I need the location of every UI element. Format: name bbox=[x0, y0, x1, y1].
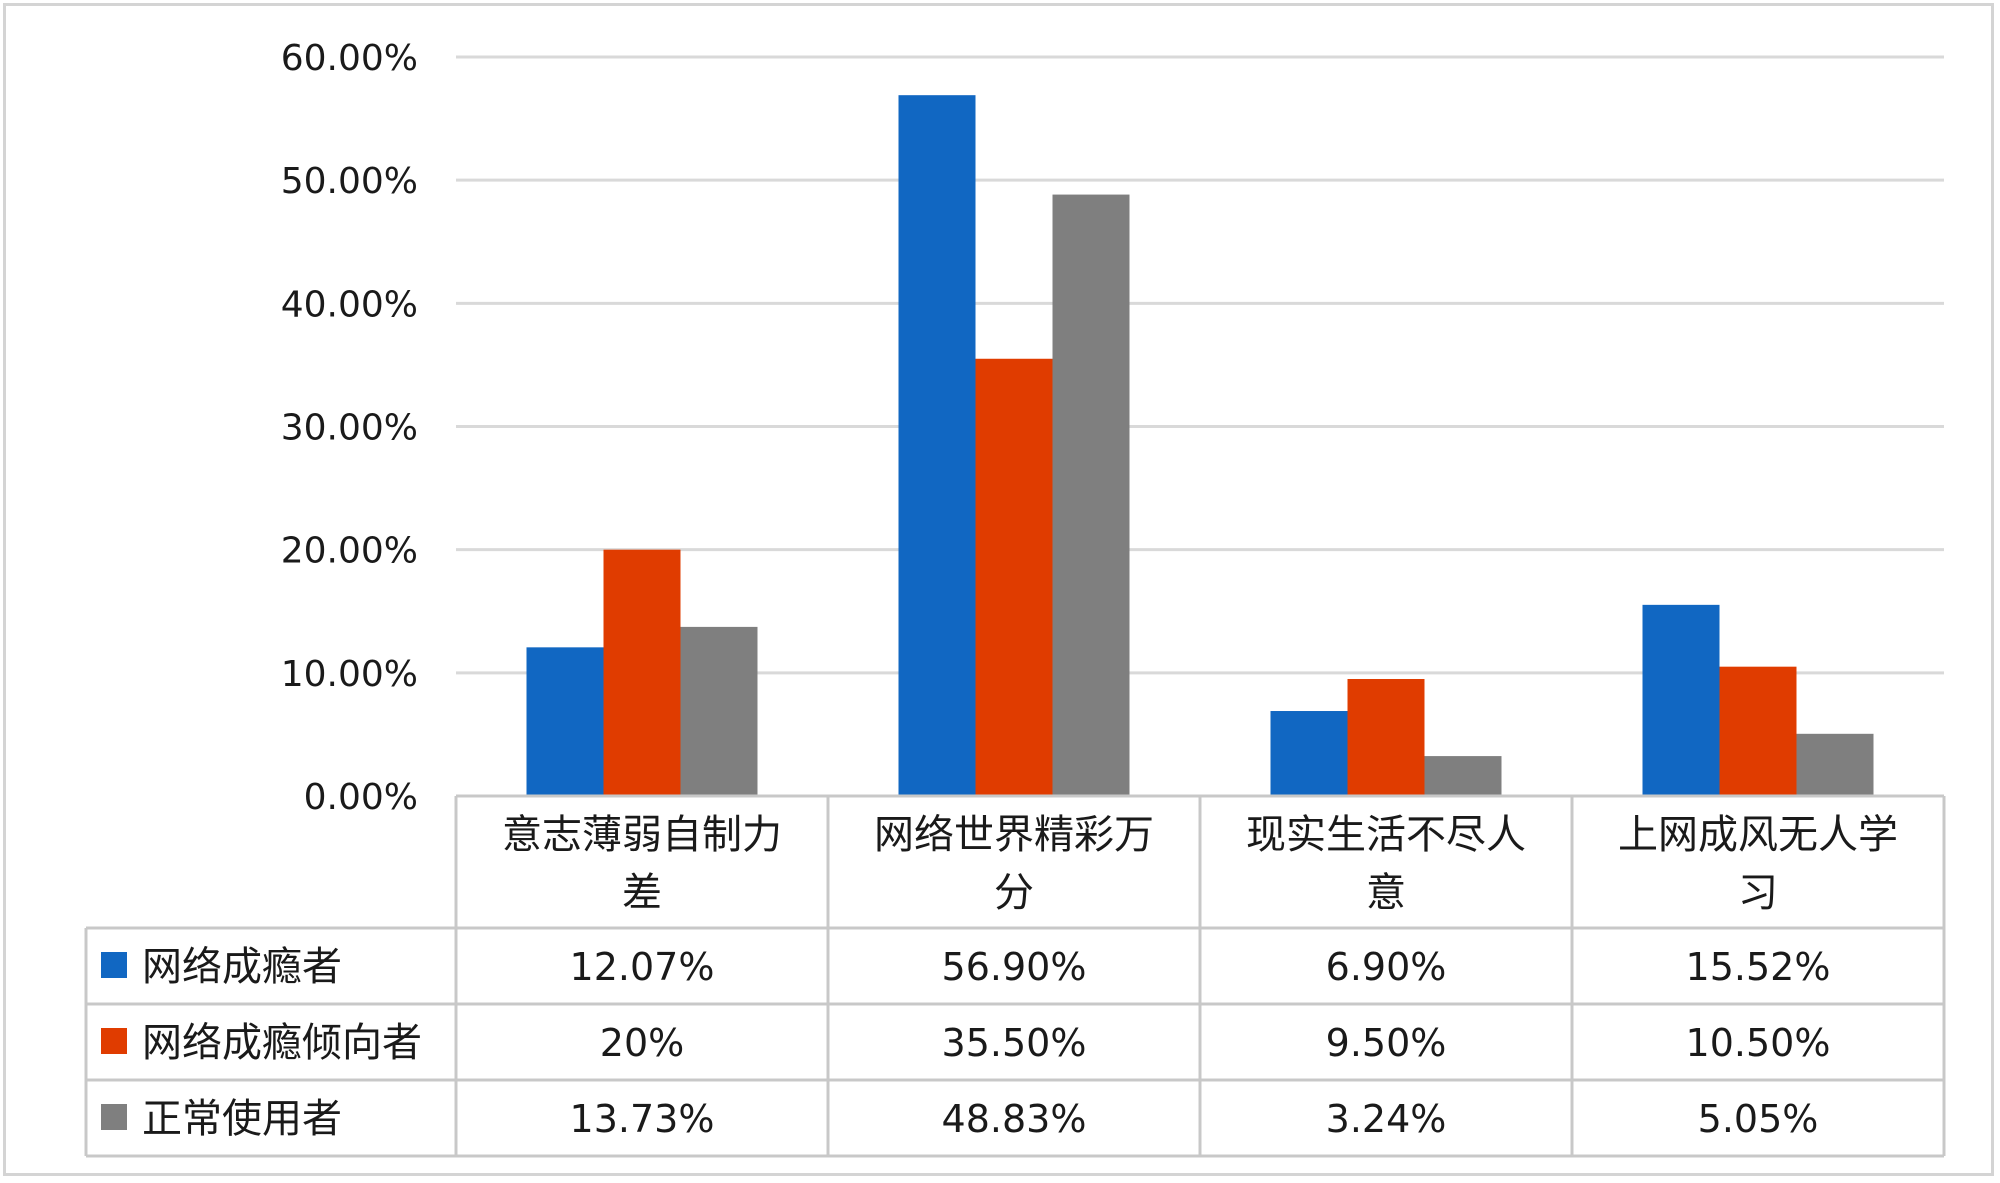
data-label: 9.50% bbox=[1326, 1021, 1447, 1065]
data-label: 10.50% bbox=[1686, 1021, 1831, 1065]
category-label: 上网成风无人学 bbox=[1618, 812, 1898, 858]
y-tick-label: 0.00% bbox=[304, 777, 418, 818]
y-tick-label: 40.00% bbox=[281, 284, 418, 325]
data-label: 3.24% bbox=[1326, 1097, 1447, 1141]
bar bbox=[1796, 733, 1874, 796]
y-tick-label: 50.00% bbox=[281, 161, 418, 202]
legend-swatch bbox=[101, 1028, 127, 1054]
bar bbox=[603, 549, 681, 796]
data-label: 48.83% bbox=[942, 1097, 1087, 1141]
bars bbox=[526, 95, 1874, 797]
category-label: 现实生活不尽人 bbox=[1246, 812, 1526, 858]
y-axis-ticks: 0.00% 10.00% 20.00% 30.00% 40.00% 50.00% 60.00… bbox=[281, 38, 418, 818]
data-label: 20% bbox=[600, 1021, 684, 1065]
data-label: 35.50% bbox=[942, 1021, 1087, 1065]
bar bbox=[1347, 678, 1425, 796]
bar bbox=[1424, 756, 1502, 796]
bar bbox=[975, 358, 1053, 796]
data-label: 56.90% bbox=[942, 945, 1087, 989]
bar bbox=[1052, 194, 1130, 797]
legend-swatch bbox=[101, 1104, 127, 1130]
bar bbox=[1719, 666, 1797, 796]
category-label: 分 bbox=[994, 870, 1034, 916]
category-label: 意 bbox=[1366, 870, 1406, 916]
legend-label: 正常使用者 bbox=[142, 1096, 342, 1142]
legend-label: 网络成瘾倾向者 bbox=[142, 1020, 422, 1066]
bar bbox=[898, 95, 976, 797]
y-tick-label: 30.00% bbox=[281, 408, 418, 449]
legend-swatch bbox=[101, 952, 127, 978]
category-label: 差 bbox=[622, 870, 662, 916]
data-label: 5.05% bbox=[1698, 1097, 1819, 1141]
y-tick-label: 10.00% bbox=[281, 654, 418, 695]
category-label: 网络世界精彩万 bbox=[874, 812, 1154, 858]
data-label: 12.07% bbox=[570, 945, 715, 989]
y-tick-label: 20.00% bbox=[281, 531, 418, 572]
data-label: 13.73% bbox=[570, 1097, 715, 1141]
y-tick-label: 60.00% bbox=[281, 38, 418, 79]
data-label: 15.52% bbox=[1686, 945, 1831, 989]
bar bbox=[1642, 604, 1720, 796]
bar bbox=[680, 626, 758, 796]
bar bbox=[1270, 711, 1348, 796]
bar bbox=[526, 647, 604, 796]
legend-label: 网络成瘾者 bbox=[142, 944, 342, 990]
chart-frame bbox=[3, 3, 1994, 1176]
category-label: 意志薄弱自制力 bbox=[502, 812, 782, 858]
data-label: 6.90% bbox=[1326, 945, 1447, 989]
category-label: 习 bbox=[1738, 870, 1778, 916]
